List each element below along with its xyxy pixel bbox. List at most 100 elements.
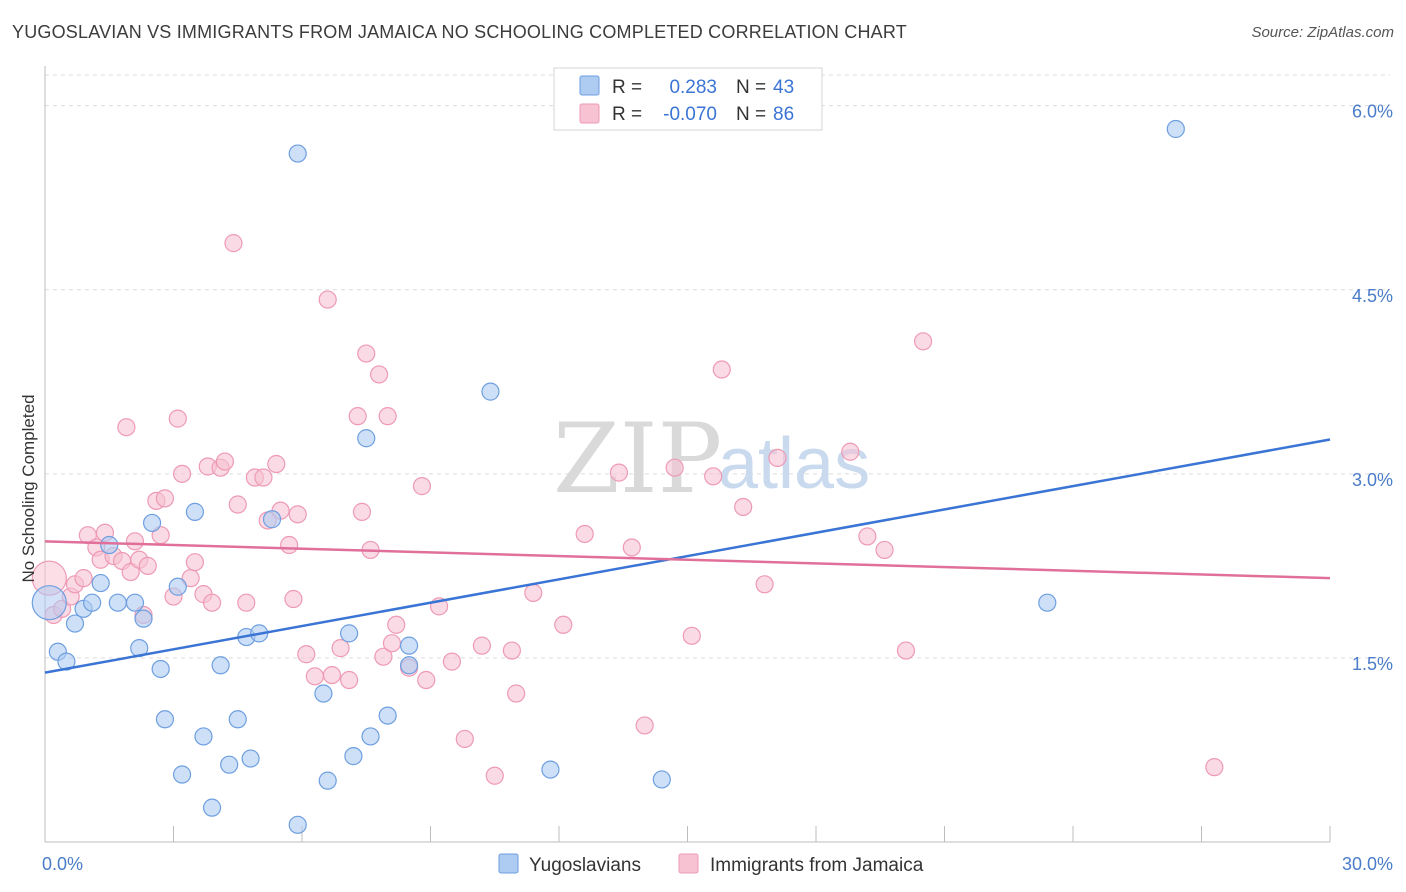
yugoslavian-point — [155, 710, 175, 729]
jamaica-point — [524, 583, 543, 602]
source-label: Source: ZipAtlas.com — [1251, 24, 1394, 41]
jamaica-point — [755, 575, 774, 594]
yugoslavian-point — [361, 727, 380, 746]
yugoslavian-point — [262, 510, 282, 529]
jamaica-point — [704, 467, 723, 486]
stats-n-label: N = — [736, 77, 766, 98]
y-tick-label: 4.5% — [1352, 286, 1393, 306]
yugoslavian-point — [357, 429, 376, 448]
jamaica-point — [305, 667, 324, 686]
yugoslavian-point — [344, 746, 363, 766]
yugoslavian-point — [541, 760, 560, 779]
legend-swatch-yugoslavians — [498, 853, 519, 874]
jamaica-point — [374, 647, 393, 666]
points-layer — [31, 119, 1224, 834]
jamaica-point — [228, 495, 247, 514]
watermark-atlas: atlas — [718, 424, 870, 504]
jamaica-point — [340, 670, 359, 690]
yugoslavian-point — [185, 502, 205, 521]
jamaica-point — [280, 535, 299, 555]
legend-label-jamaica: Immigrants from Jamaica — [710, 855, 924, 876]
yugoslavian-point — [142, 513, 162, 533]
jamaica-point — [370, 365, 389, 384]
yugoslavian-point — [202, 798, 222, 817]
jamaica-point — [412, 477, 432, 496]
jamaica-point — [125, 532, 145, 551]
jamaica-point — [121, 562, 140, 582]
watermark-zip: ZIP — [553, 403, 722, 515]
watermark: ZIP atlas — [553, 403, 870, 515]
jamaica-point — [357, 344, 376, 363]
y-tick-label: 1.5% — [1352, 654, 1393, 674]
yugoslavian-point — [31, 585, 67, 621]
jamaica-point — [288, 505, 307, 524]
yugoslavian-point — [1166, 119, 1185, 139]
jamaica-point — [74, 569, 93, 588]
jamaica-point — [609, 463, 629, 482]
jamaica-point — [348, 407, 367, 426]
jamaica-point — [502, 641, 521, 660]
yugoslavian-point — [172, 765, 192, 784]
jamaica-point — [318, 290, 337, 309]
yugoslavian-point — [399, 656, 419, 675]
yugoslavian-trendline — [44, 438, 1331, 674]
jamaica-point — [155, 489, 175, 508]
yugoslavian-point — [100, 535, 119, 555]
jamaica-point — [254, 468, 273, 487]
jamaica-point — [284, 589, 303, 609]
yugoslavian-point — [108, 593, 127, 612]
yugoslavian-point — [318, 771, 337, 790]
yugoslavian-point — [241, 749, 260, 768]
yugoslavian-point — [220, 755, 239, 774]
jamaica-point — [485, 766, 504, 785]
yugoslavian-point — [378, 706, 397, 725]
jamaica-point — [417, 670, 436, 690]
legend-label-yugoslavians: Yugoslavians — [529, 855, 641, 876]
jamaica-point — [185, 553, 205, 572]
yugoslavian-point — [288, 144, 307, 163]
yugoslavian-point — [57, 652, 76, 671]
y-tick-label: 3.0% — [1352, 470, 1393, 490]
stats-n-value: 86 — [773, 104, 794, 125]
jamaica-point — [554, 615, 573, 634]
yugoslavian-point — [340, 624, 359, 643]
jamaica-point — [913, 332, 933, 351]
legend-swatch-jamaica — [678, 853, 699, 874]
yugoslavian-point — [65, 614, 85, 633]
yugoslavian-point — [151, 659, 170, 679]
axes-layer — [44, 66, 1331, 843]
yugoslavian-point — [399, 636, 419, 655]
jamaica-point — [168, 409, 187, 428]
stats-r-value: -0.070 — [663, 104, 717, 125]
jamaica-point — [352, 502, 372, 521]
stats-n-value: 43 — [773, 77, 794, 98]
jamaica-point — [331, 639, 350, 658]
jamaica-point — [267, 454, 286, 474]
jamaica-point — [734, 497, 753, 517]
jamaica-point — [215, 452, 234, 471]
jamaica-point — [172, 464, 192, 483]
jamaica-point — [378, 407, 397, 426]
stats-legend: R = 0.283 N = 43 R = -0.070 N = 86 — [553, 67, 823, 131]
yugoslavian-point — [91, 573, 110, 593]
jamaica-point — [635, 716, 654, 735]
yugoslavian-point — [481, 382, 500, 401]
stats-swatch-yugoslavians — [579, 75, 600, 96]
stats-r-label: R = — [612, 77, 642, 98]
jamaica-point — [472, 636, 491, 655]
yugoslavian-point — [194, 727, 213, 746]
yugoslavian-point — [314, 684, 333, 703]
jamaica-trendline — [44, 540, 1331, 580]
jamaica-point — [841, 442, 860, 461]
yugoslavian-point — [288, 815, 307, 834]
jamaica-point — [297, 645, 316, 664]
tick-labels: 1.5% 3.0% 4.5% 6.0% 0.0% 30.0% — [42, 102, 1393, 874]
jamaica-point — [858, 527, 877, 546]
jamaica-point — [875, 540, 894, 560]
jamaica-point — [507, 684, 526, 703]
jamaica-point — [117, 418, 136, 437]
y-tick-label: 6.0% — [1352, 102, 1393, 122]
jamaica-point — [322, 666, 342, 685]
jamaica-point — [387, 615, 406, 634]
